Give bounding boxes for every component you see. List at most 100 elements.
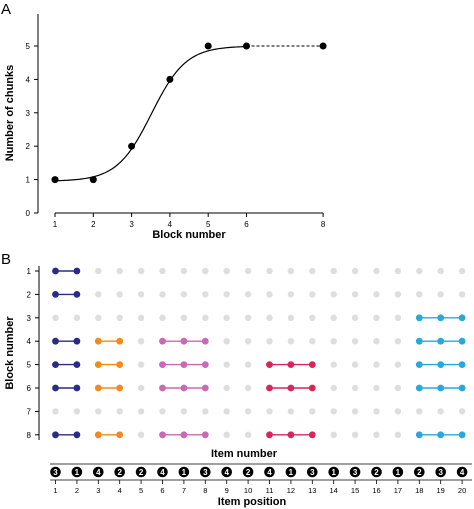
chunk-dot [458,361,466,368]
chunk-dot [73,431,81,439]
chunk-dot [94,361,102,368]
item-dot [287,291,295,298]
chunk-dot [94,337,102,345]
position-tick-label: 14 [330,486,338,495]
item-dot [309,314,316,321]
y-tick-label: 1 [26,176,31,185]
position-badge [435,466,447,478]
item-dot [116,291,123,298]
chunk-group [52,431,81,439]
item-dot [223,361,230,368]
chunk-dot [52,431,59,439]
item-dot [266,314,273,321]
item-dot [116,408,123,415]
chunk-dot [116,361,124,368]
item-dot [394,267,402,275]
item-dot [202,408,209,415]
item-dot [266,291,273,298]
item-dot [73,314,81,321]
position-badge-label: 2 [374,468,379,477]
block-tick-label: 2 [27,290,32,299]
position-tick-label: 12 [287,486,295,495]
item-dot [137,431,145,438]
x-tick-label: 6 [244,220,249,229]
position-badge-label: 4 [160,468,165,477]
position-badge-label: 3 [310,468,315,477]
item-dot [394,314,402,321]
panel-label-a: A [1,1,11,18]
item-dot [202,314,209,321]
chunk-dot [458,337,466,345]
item-dot [373,338,380,345]
position-badge-label: 4 [267,468,272,477]
item-dot [223,384,230,392]
chunk-dot [458,314,466,322]
data-point [166,75,174,83]
chunk-dot [180,361,188,368]
item-dot [351,431,359,438]
x-ticks: 1 2 3 4 5 6 8 [53,213,326,229]
position-tick-label: 10 [244,486,252,495]
item-dot [394,361,402,368]
item-dot [137,384,145,392]
position-badge [349,466,361,478]
item-dot [416,291,423,298]
chunk-group [415,361,466,368]
x-axis-title: Block number [152,229,226,241]
item-dot [137,408,145,415]
chunk-dot [180,384,188,392]
item-dot [202,267,209,275]
chunk-dot [415,361,423,368]
item-dot [351,408,359,415]
sigmoid-fit-curve [54,45,247,182]
chunk-dot [180,431,188,439]
position-badge [307,466,318,478]
chunk-dot [52,361,59,368]
x-tick-label: 3 [129,220,134,229]
position-badge [392,466,404,478]
position-badge [93,466,104,478]
chunk-dot [415,314,423,322]
position-badge-label: 2 [246,468,251,477]
chunk-dot [52,337,59,345]
chunk-dot [116,384,124,392]
item-dot [223,291,230,298]
item-dot [202,291,209,298]
position-tick-label: 18 [415,486,423,495]
position-tick-label: 3 [96,486,100,495]
item-dot [180,291,188,298]
item-dot [416,408,423,415]
item-dot [137,361,145,368]
x-tick-label: 8 [321,220,326,229]
chunk-dot [52,267,59,275]
item-dot [116,267,123,275]
chunk-dot [308,361,316,368]
y-tick-label: 5 [26,42,31,51]
position-badge [456,466,468,478]
position-tick-label: 17 [394,486,402,495]
item-dot [137,291,145,298]
chunk-group [52,384,81,392]
y-tick-label: 2 [26,142,31,151]
item-dot [180,408,188,415]
chunk-dot [437,361,445,368]
position-tick-label: 7 [182,486,186,495]
chunk-dot [52,291,59,298]
item-position-title: Item position [218,496,287,508]
chunk-dot [159,384,166,392]
item-dot [223,267,230,275]
item-dot [330,314,337,321]
item-dot [394,291,402,298]
chunk-dot [415,384,423,392]
position-badge [50,466,61,478]
item-dot [458,291,466,298]
y-tick-label: 4 [26,75,31,84]
item-dot [223,408,230,415]
item-dot [458,267,466,275]
item-dot [95,267,102,275]
block-tick-label: 7 [27,407,32,416]
item-dot [351,384,359,392]
chunk-group [52,337,81,345]
data-point [243,42,250,50]
chunk-dot [73,291,81,298]
